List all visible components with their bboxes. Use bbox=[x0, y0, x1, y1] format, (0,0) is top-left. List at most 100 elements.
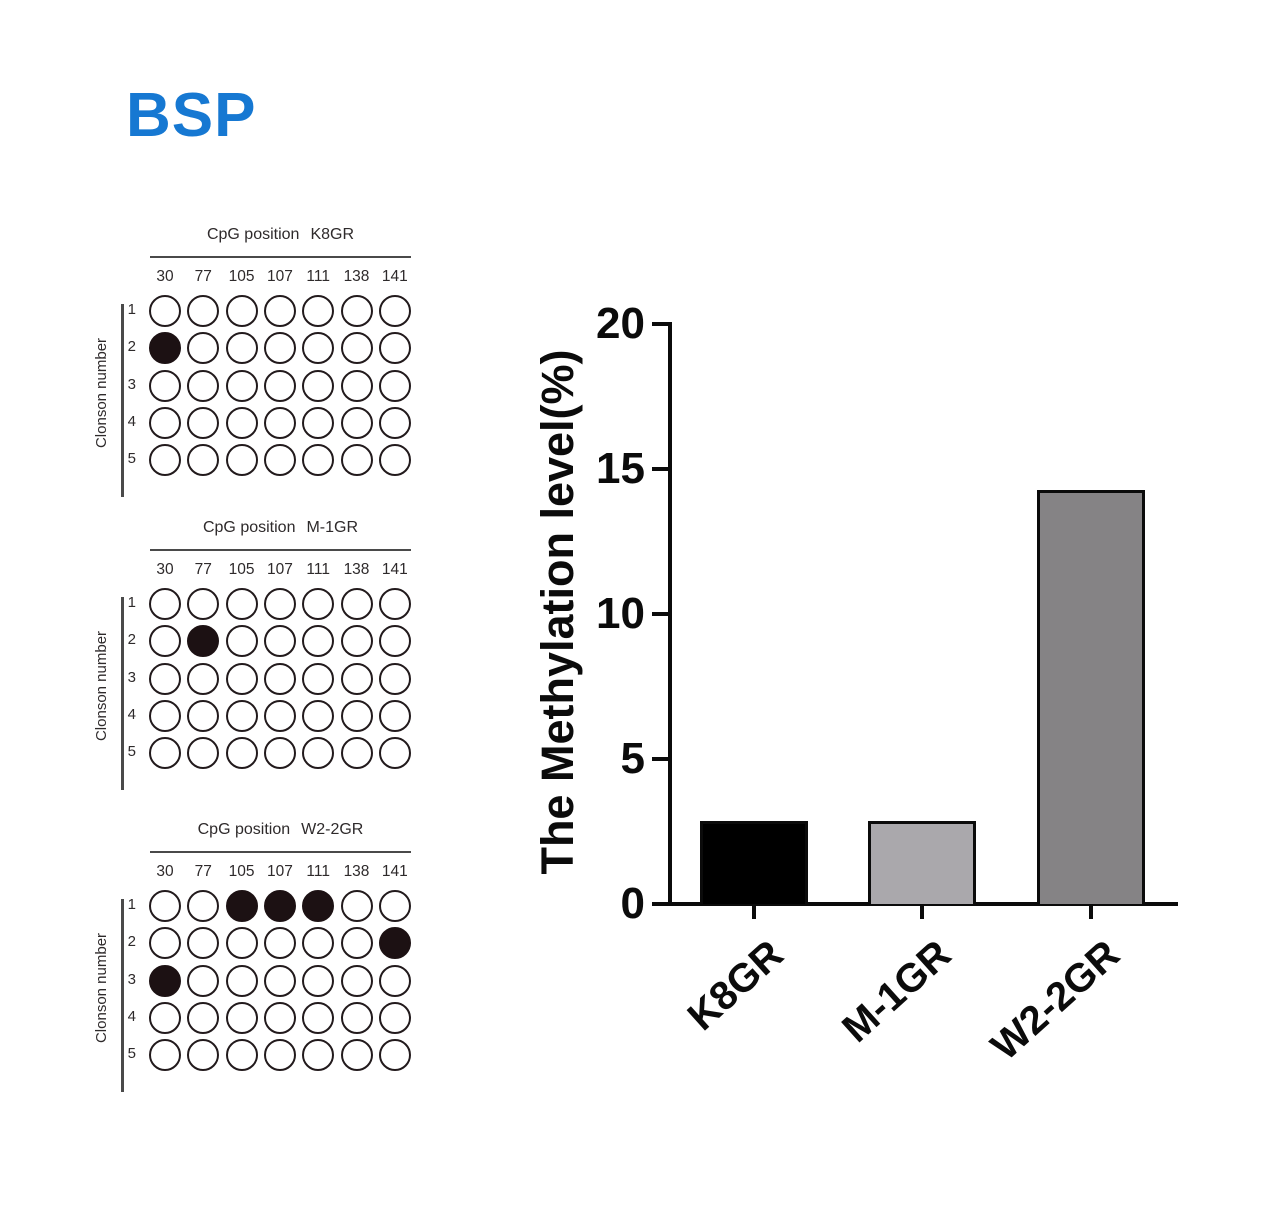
cpg-circle-open bbox=[225, 1039, 258, 1072]
panel-sample-name: M-1GR bbox=[306, 519, 359, 536]
y-axis-tick bbox=[652, 467, 668, 471]
cpg-circle-open bbox=[302, 737, 335, 770]
cpg-position-label: 141 bbox=[381, 268, 408, 285]
cpg-circle-open bbox=[149, 1001, 181, 1034]
cpg-position-label: 105 bbox=[228, 561, 255, 578]
cpg-circle-open bbox=[263, 332, 296, 365]
cpg-circle-open bbox=[149, 662, 181, 695]
cpg-circle-open bbox=[225, 295, 258, 327]
x-axis-tick bbox=[1089, 906, 1093, 919]
cpg-circle-open bbox=[302, 1039, 335, 1072]
cpg-circle-open bbox=[263, 369, 296, 402]
cpg-circle-open bbox=[302, 444, 335, 477]
x-axis-tick bbox=[920, 906, 924, 919]
cpg-position-label: 141 bbox=[381, 863, 408, 880]
cpg-circle-open bbox=[149, 444, 181, 477]
cpg-circle-open bbox=[340, 890, 373, 922]
cpg-circle-filled bbox=[149, 964, 181, 997]
cpg-circle-open bbox=[225, 964, 258, 997]
clone-number-label: 5 bbox=[127, 1045, 136, 1063]
clone-number-label: 1 bbox=[127, 896, 136, 913]
cpg-circle-open bbox=[340, 369, 373, 402]
cpg-position-label: 30 bbox=[156, 863, 174, 880]
cpg-position-label: 138 bbox=[343, 863, 370, 880]
cpg-circle-open bbox=[149, 625, 181, 658]
cpg-circle-open bbox=[302, 927, 335, 960]
cpg-circle-open bbox=[378, 964, 411, 997]
clone-axis-line bbox=[121, 899, 124, 1092]
cpg-circle-open bbox=[225, 1001, 258, 1034]
clone-number-label: 2 bbox=[127, 631, 136, 649]
clone-number-label: 4 bbox=[127, 412, 136, 430]
panel-title-underline bbox=[150, 256, 411, 258]
cpg-circle-open bbox=[263, 927, 296, 960]
panel-sample-name: W2-2GR bbox=[301, 821, 364, 838]
cpg-panel-K8GR: CpG position K8GR 30 77 105 107 111 138 141 Clons… bbox=[88, 222, 433, 500]
cpg-panel-M-1GR: CpG position M-1GR 30 77 105 107 111 138 141 Clon… bbox=[88, 515, 433, 793]
panel-title-prefix: CpG position bbox=[202, 519, 296, 536]
cpg-circle-open bbox=[378, 406, 411, 439]
cpg-circle-open bbox=[149, 699, 181, 732]
cpg-circle-open bbox=[187, 927, 220, 960]
cpg-circle-filled bbox=[187, 625, 220, 658]
cpg-circle-filled bbox=[378, 927, 411, 960]
clone-number-label: 4 bbox=[127, 705, 136, 723]
x-axis-tick bbox=[752, 906, 756, 919]
clone-number-label: 1 bbox=[127, 594, 136, 611]
clone-number-label: 4 bbox=[127, 1007, 136, 1025]
clone-number-label: 3 bbox=[127, 668, 136, 686]
cpg-circle-open bbox=[225, 332, 258, 365]
cpg-circle-open bbox=[149, 295, 181, 327]
bar-W2-2GR bbox=[1037, 489, 1145, 904]
y-axis-tick bbox=[652, 757, 668, 761]
y-axis-tick bbox=[652, 322, 668, 326]
cpg-circle-open bbox=[302, 369, 335, 402]
cpg-circle-open bbox=[302, 295, 335, 327]
panel-title-underline bbox=[150, 549, 411, 551]
cpg-circle-filled bbox=[149, 332, 181, 365]
cpg-circle-open bbox=[187, 1001, 220, 1034]
bar-M-1GR bbox=[868, 821, 976, 904]
clone-number-label: 2 bbox=[127, 933, 136, 951]
panel-title: CpG position K8GR bbox=[148, 226, 413, 244]
cpg-position-label: 141 bbox=[381, 561, 408, 578]
cpg-position-label: 111 bbox=[306, 561, 330, 578]
x-category-label: W2-2GR bbox=[983, 932, 1129, 1069]
cpg-circle-open bbox=[378, 737, 411, 770]
panel-title: CpG position M-1GR bbox=[148, 519, 413, 537]
cpg-circle-open bbox=[149, 406, 181, 439]
cpg-position-label: 111 bbox=[306, 268, 330, 285]
cpg-circle-open bbox=[378, 332, 411, 365]
cpg-circle-open bbox=[187, 406, 220, 439]
cpg-circle-filled bbox=[302, 890, 335, 922]
y-tick-label: 15 bbox=[596, 444, 645, 493]
clone-number-label: 5 bbox=[127, 450, 136, 468]
cpg-circle-open bbox=[225, 588, 258, 620]
cpg-circle-open bbox=[263, 406, 296, 439]
cpg-circle-open bbox=[378, 588, 411, 620]
cpg-circle-filled bbox=[225, 890, 258, 922]
cpg-position-label: 105 bbox=[228, 268, 255, 285]
cpg-circle-open bbox=[149, 737, 181, 770]
cpg-circle-open bbox=[302, 1001, 335, 1034]
y-tick-label: 20 bbox=[596, 299, 645, 348]
cpg-circle-open bbox=[340, 927, 373, 960]
panel-title-prefix: CpG position bbox=[197, 821, 291, 838]
y-tick-label: 5 bbox=[620, 734, 645, 783]
cpg-circle-open bbox=[225, 406, 258, 439]
cpg-circle-open bbox=[378, 699, 411, 732]
figure-title: BSP bbox=[126, 81, 257, 150]
cpg-circle-open bbox=[302, 964, 335, 997]
cpg-circle-open bbox=[302, 588, 335, 620]
cpg-circle-open bbox=[340, 662, 373, 695]
cpg-circle-open bbox=[340, 295, 373, 327]
cpg-circle-open bbox=[187, 444, 220, 477]
y-axis-tick bbox=[652, 902, 668, 906]
cpg-circle-open bbox=[378, 625, 411, 658]
cpg-circle-open bbox=[149, 927, 181, 960]
clone-number-label: 2 bbox=[127, 338, 136, 356]
clone-number-label: 5 bbox=[127, 743, 136, 761]
cpg-circle-open bbox=[149, 369, 181, 402]
